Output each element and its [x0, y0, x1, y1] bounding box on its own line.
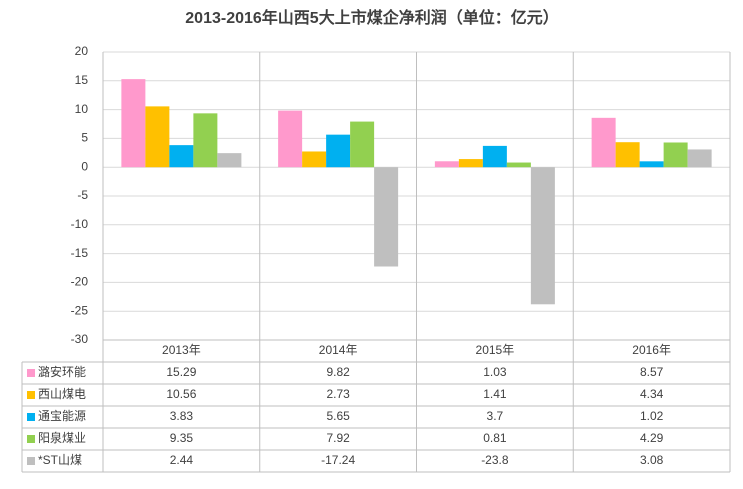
bar: [217, 153, 242, 168]
table-header: 2016年: [632, 343, 671, 357]
bar: [482, 145, 507, 168]
bar: [615, 142, 640, 168]
y-tick-label: -25: [71, 303, 89, 317]
table-value: 10.56: [166, 387, 196, 401]
bar: [302, 151, 327, 168]
legend-label: 潞安环能: [38, 364, 86, 379]
legend-label: 阳泉煤业: [38, 431, 86, 445]
bar: [687, 149, 712, 168]
y-tick-label: 15: [75, 73, 89, 87]
table-value: 7.92: [326, 431, 350, 445]
y-tick-label: -5: [77, 188, 88, 202]
bar: [530, 167, 555, 305]
bar: [458, 159, 483, 168]
table-value: -23.8: [481, 453, 509, 467]
table-value: 8.57: [640, 365, 664, 379]
legend-swatch: [27, 369, 35, 377]
bar: [506, 162, 531, 168]
y-tick-label: -10: [71, 217, 89, 231]
table-value: 3.7: [487, 409, 504, 423]
legend-label: 西山煤电: [38, 387, 86, 401]
legend-swatch: [27, 435, 35, 443]
table-value: 15.29: [166, 365, 196, 379]
y-tick-label: -30: [71, 332, 89, 346]
table-value: 9.82: [326, 365, 350, 379]
y-tick-label: 5: [81, 131, 88, 145]
table-value: -17.24: [321, 453, 355, 467]
table-value: 9.35: [170, 431, 194, 445]
table-value: 3.08: [640, 453, 664, 467]
bar: [169, 145, 194, 168]
bar: [278, 110, 303, 168]
legend-swatch: [27, 457, 35, 465]
table-value: 2.44: [170, 453, 194, 467]
table-value: 1.03: [483, 365, 507, 379]
bar: [193, 113, 218, 168]
bar: [145, 106, 170, 168]
chart-title: 2013-2016年山西5大上市煤企净利润（单位：亿元）: [185, 8, 558, 27]
table-value: 2.73: [326, 387, 350, 401]
bar: [326, 134, 351, 168]
table-header: 2015年: [476, 343, 515, 357]
bar: [121, 79, 146, 168]
legend-swatch: [27, 391, 35, 399]
bar: [591, 117, 616, 168]
y-tick-label: 0: [81, 159, 88, 173]
bar: [639, 161, 664, 168]
bar: [350, 121, 375, 168]
table-value: 1.41: [483, 387, 507, 401]
legend-swatch: [27, 413, 35, 421]
table-value: 1.02: [640, 409, 664, 423]
table-value: 5.65: [326, 409, 350, 423]
table-header: 2014年: [319, 343, 358, 357]
table-value: 4.29: [640, 431, 664, 445]
bar: [374, 167, 399, 267]
y-tick-label: -15: [71, 246, 89, 260]
table-value: 3.83: [170, 409, 194, 423]
table-value: 4.34: [640, 387, 664, 401]
y-tick-label: -20: [71, 275, 89, 289]
y-tick-label: 20: [75, 44, 89, 58]
table-value: 0.81: [483, 431, 507, 445]
legend-label: 通宝能源: [38, 409, 86, 423]
table-header: 2013年: [162, 343, 201, 357]
bar: [434, 161, 459, 168]
y-tick-label: 10: [75, 102, 89, 116]
bar: [663, 142, 688, 168]
legend-label: *ST山煤: [38, 453, 82, 467]
